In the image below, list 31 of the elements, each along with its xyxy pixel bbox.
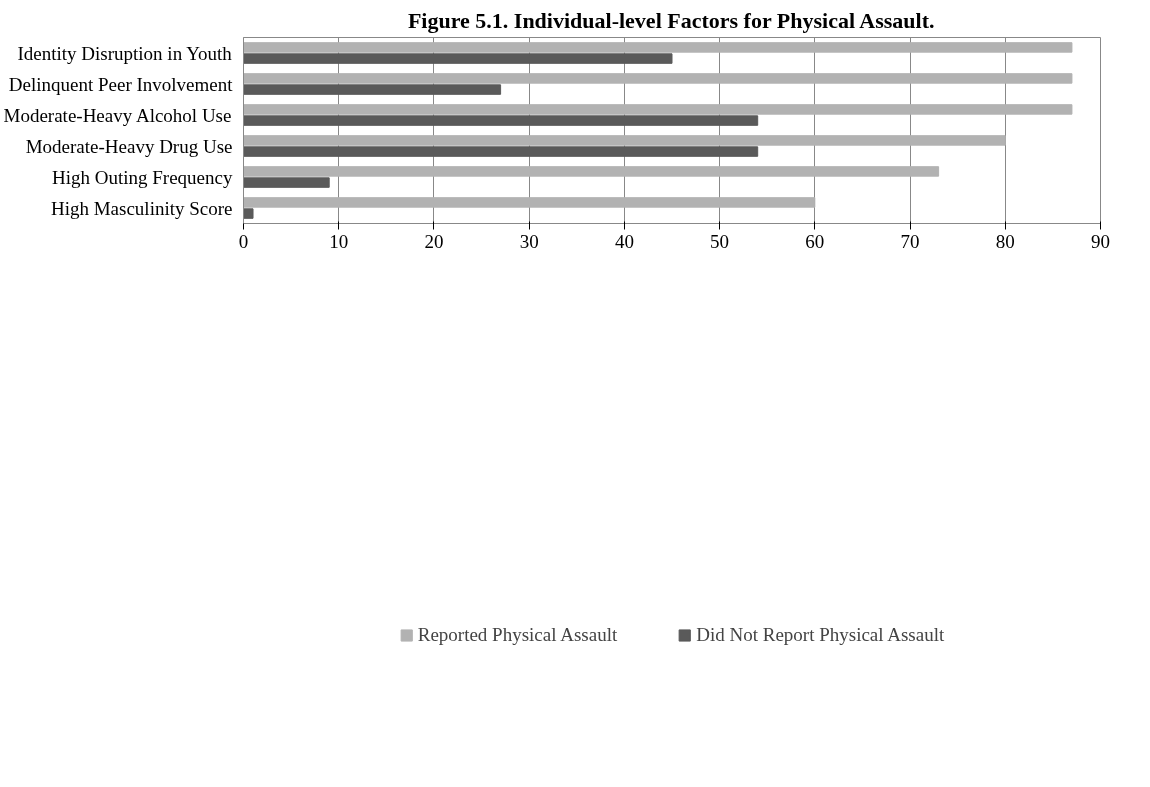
bar: [243, 197, 816, 208]
x-tick-label: 80: [995, 230, 1015, 252]
bar: [243, 73, 1073, 84]
bar: [243, 135, 1006, 146]
legend-label: Did Not Report Physical Assault: [696, 623, 945, 646]
bar: [243, 104, 1073, 115]
x-tick-label: 70: [900, 230, 920, 252]
bar: [243, 53, 673, 64]
bar: [243, 42, 1073, 53]
x-tick-label: 30: [519, 230, 539, 252]
bar: [243, 177, 330, 188]
x-tick-label: 90: [1091, 230, 1110, 252]
y-tick-label: Identity Disruption in Youth: [17, 42, 233, 64]
y-tick-label: Moderate-Heavy Drug Use: [25, 135, 233, 157]
x-tick-label: 50: [710, 230, 730, 252]
y-tick-label: Delinquent Peer Involvement: [8, 73, 234, 95]
legend-label: Reported Physical Assault: [417, 623, 618, 646]
bar: [243, 84, 502, 95]
x-tick-label: 40: [614, 230, 634, 252]
bar: [243, 208, 254, 219]
x-tick-label: 10: [329, 230, 349, 252]
y-tick-label: Moderate-Heavy Alcohol Use: [3, 104, 232, 126]
bar: [243, 166, 940, 177]
bar: [243, 115, 759, 126]
y-tick-label: High Outing Frequency: [52, 166, 233, 188]
x-tick-label: 0: [238, 230, 249, 252]
x-tick-label: 60: [805, 230, 825, 252]
y-tick-label: High Masculinity Score: [50, 197, 233, 219]
x-tick-label: 20: [424, 230, 444, 252]
bar: [243, 146, 759, 157]
chart-title: Figure 5.1. Individual-level Factors for Physical Assault.: [407, 7, 935, 33]
